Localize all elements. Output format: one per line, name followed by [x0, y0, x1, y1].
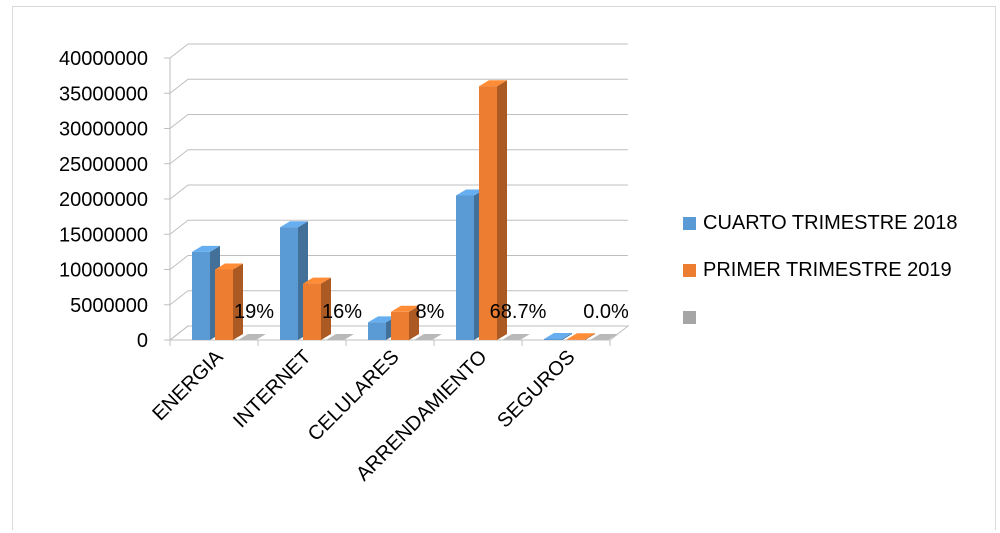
bar-top	[502, 334, 530, 340]
bar-2-5	[567, 333, 595, 340]
bar-2-2	[303, 277, 331, 340]
data-labels: 19% 16% 8% 68.7% 0.0%	[234, 301, 629, 323]
bar-side	[497, 80, 507, 340]
bar-2-4	[479, 80, 507, 340]
x-tick-label: INTERNET	[229, 346, 315, 432]
bar-top	[590, 334, 618, 340]
bar-front	[391, 311, 409, 340]
data-label: 68.7%	[490, 301, 547, 323]
bar-2-1	[215, 263, 243, 340]
bar-top	[414, 334, 442, 340]
gridline	[169, 149, 628, 165]
data-label: 8%	[416, 301, 445, 323]
gridline	[169, 184, 628, 200]
bar-top	[215, 263, 243, 270]
bar-front	[280, 227, 298, 340]
y-tick-label: 35000000	[59, 83, 148, 105]
bar-3-3	[414, 334, 442, 340]
bar-top	[456, 189, 484, 196]
bar-front	[215, 269, 233, 340]
y-tick-label: 30000000	[59, 119, 148, 141]
legend-label: CUARTO TRIMESTRE 2018	[703, 212, 958, 234]
bar-side	[585, 333, 595, 340]
bar-side	[409, 305, 419, 340]
legend: CUARTO TRIMESTRE 2018 PRIMER TRIMESTRE 20…	[683, 212, 958, 324]
data-label: 16%	[322, 301, 362, 323]
gridline	[169, 78, 628, 94]
bar-top	[192, 245, 220, 252]
bar-side	[562, 332, 572, 340]
y-tick-label: 10000000	[59, 260, 148, 282]
chart-frame	[12, 6, 996, 530]
y-tick-label: 40000000	[59, 48, 148, 70]
bar-front	[303, 283, 321, 340]
y-tick-label: 15000000	[59, 224, 148, 246]
legend-swatch	[683, 311, 696, 324]
y-axis-ticks: 0 5000000 10000000 15000000 20000000 25000000…	[59, 48, 148, 352]
bar-3-1	[238, 334, 266, 340]
y-tick-label: 20000000	[59, 189, 148, 211]
bar-top	[391, 305, 419, 312]
bar-front	[544, 338, 562, 340]
x-tick-label: ENERGIA	[148, 346, 228, 426]
bar-front	[456, 195, 474, 340]
bar-side	[233, 263, 243, 340]
gridline	[169, 219, 628, 235]
bar-2-3	[391, 305, 419, 340]
bar-top	[238, 334, 266, 340]
bar-top	[368, 316, 396, 323]
data-label: 19%	[234, 301, 274, 323]
y-tick-label: 25000000	[59, 154, 148, 176]
bars	[192, 80, 618, 340]
legend-label: PRIMER TRIMESTRE 2019	[703, 259, 952, 281]
bar-top	[326, 334, 354, 340]
bar-3-4	[502, 334, 530, 340]
legend-swatch	[683, 264, 696, 277]
bar-front	[479, 86, 497, 340]
bar-side	[321, 277, 331, 340]
bar-top	[280, 221, 308, 228]
bar-top	[567, 333, 595, 340]
bar-front	[368, 322, 386, 340]
x-tick-label: SEGUROS	[493, 346, 579, 432]
gridline	[169, 43, 628, 59]
y-tick-label: 0	[137, 330, 148, 352]
legend-swatch	[683, 217, 696, 230]
bar-front	[192, 251, 210, 340]
bar-front	[567, 339, 585, 340]
data-label: 0.0%	[583, 301, 629, 323]
bar-1-5	[544, 332, 572, 340]
gridline	[169, 114, 628, 129]
bar-top	[303, 277, 331, 284]
x-tick-label: CELULARES	[304, 346, 404, 446]
bar-3-5	[590, 334, 618, 340]
bar-3-2	[326, 334, 354, 340]
y-tick-label: 5000000	[70, 295, 148, 317]
bar-top	[544, 332, 572, 339]
bar-top	[479, 80, 507, 87]
